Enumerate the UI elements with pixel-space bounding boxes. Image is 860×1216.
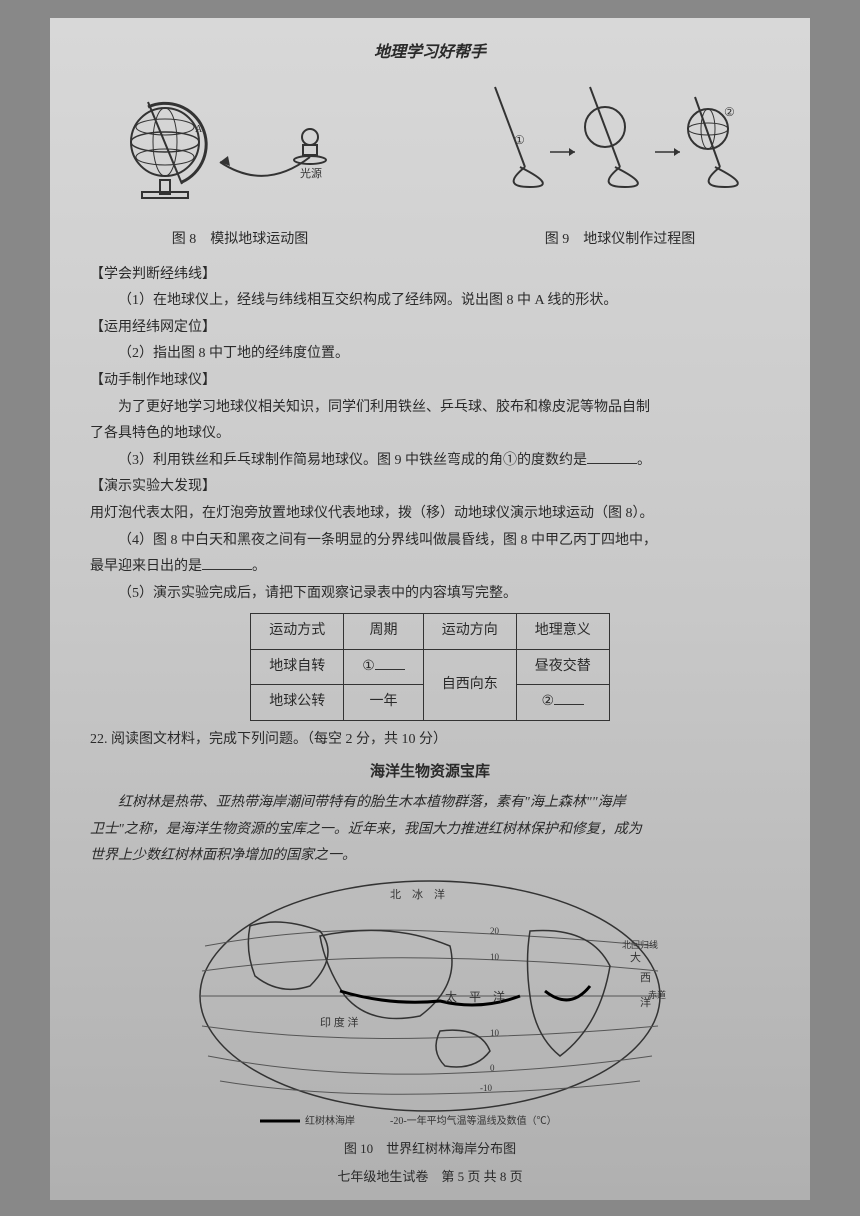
figures-row: A 光源 图 8 模拟地球运动图 ① — [90, 72, 770, 253]
figure-9: ① ② 图 9 地球仪制作过程图 — [470, 72, 770, 253]
q22-para-3: 世界上少数红树林面积净增加的国家之一。 — [90, 843, 770, 870]
q22-para-2: 卫士"之称，是海洋生物资源的宝库之一。近年来，我国大力推进红树林保护和修复，成为 — [90, 817, 770, 844]
table-row: 地球自转 ① 自西向东 昼夜交替 — [251, 649, 610, 685]
blank-4[interactable] — [202, 556, 252, 570]
fig10-caption: 图 10 世界红树林海岸分布图 — [90, 1137, 770, 1162]
svg-text:光源: 光源 — [300, 166, 322, 180]
question-22-intro: 22. 阅读图文材料，完成下列问题。（每空 2 分，共 10 分） — [90, 727, 770, 754]
page-header-title: 地理学习好帮手 — [90, 38, 770, 68]
table-header: 运动方式 — [251, 614, 344, 650]
section-3-intro-1: 为了更好地学习地球仪相关知识，同学们利用铁丝、乒乓球、胶布和橡皮泥等物品自制 — [90, 395, 770, 422]
globe-making-icon: ① ② — [470, 72, 770, 212]
globe-simulation-icon: A 光源 — [100, 72, 380, 212]
svg-text:大: 大 — [630, 950, 641, 964]
svg-text:印 度 洋: 印 度 洋 — [320, 1015, 359, 1029]
table-header: 运动方向 — [423, 614, 516, 650]
svg-text:10: 10 — [490, 952, 500, 962]
table-header: 地理意义 — [516, 614, 609, 650]
table-cell: 一年 — [344, 685, 424, 721]
svg-text:西: 西 — [640, 972, 651, 984]
section-3-label: 【动手制作地球仪】 — [90, 368, 770, 395]
svg-text:北回归线: 北回归线 — [622, 939, 658, 950]
table-cell: 昼夜交替 — [516, 649, 609, 685]
question-5: （5）演示实验完成后，请把下面观察记录表中的内容填写完整。 — [90, 581, 770, 608]
table-row: 运动方式 周期 运动方向 地理意义 — [251, 614, 610, 650]
question-4-text: 最早迎来日出的是 — [90, 559, 202, 574]
table-cell: 地球自转 — [251, 649, 344, 685]
svg-text:A: A — [195, 124, 203, 135]
svg-text:太 平 洋: 太 平 洋 — [445, 989, 505, 1004]
blank-table-1[interactable] — [375, 656, 405, 670]
question-4-end: 。 — [252, 559, 266, 574]
q22-para-1: 红树林是热带、亚热带海岸潮间带特有的胎生木本植物群落，素有"海上森林""海岸 — [90, 790, 770, 817]
svg-text:10: 10 — [490, 1028, 500, 1038]
fig8-caption: 图 8 模拟地球运动图 — [90, 227, 390, 254]
blank-table-2[interactable] — [554, 691, 584, 705]
fig9-caption: 图 9 地球仪制作过程图 — [470, 227, 770, 254]
svg-text:-20-一年平均气温等温线及数值（℃）: -20-一年平均气温等温线及数值（℃） — [390, 1114, 557, 1126]
page-footer: 七年级地生试卷 第 5 页 共 8 页 — [90, 1165, 770, 1190]
svg-text:-10: -10 — [480, 1083, 492, 1093]
observation-table: 运动方式 周期 运动方向 地理意义 地球自转 ① 自西向东 昼夜交替 地球公转 … — [250, 613, 610, 721]
svg-text:①: ① — [514, 133, 525, 147]
question-3-text: （3）利用铁丝和乒乓球制作简易地球仪。图 9 中铁丝弯成的角①的度数约是 — [118, 453, 587, 468]
question-3: （3）利用铁丝和乒乓球制作简易地球仪。图 9 中铁丝弯成的角①的度数约是 。 — [90, 448, 770, 475]
world-map-icon: 北 冰 洋 太 平 洋 印 度 洋 大 西 洋 北回归线 赤道 20 10 10… — [190, 876, 670, 1126]
exam-page: 地理学习好帮手 A — [50, 18, 810, 1200]
question-3-end: 。 — [637, 453, 651, 468]
blank-3[interactable] — [587, 450, 637, 464]
question-4-line1: （4）图 8 中白天和黑夜之间有一条明显的分界线叫做晨昏线，图 8 中甲乙丙丁四… — [90, 528, 770, 555]
svg-text:②: ② — [724, 105, 735, 119]
svg-text:赤道: 赤道 — [648, 989, 666, 1000]
table-cell: 自西向东 — [423, 649, 516, 720]
table-header: 周期 — [344, 614, 424, 650]
figure-10: 北 冰 洋 太 平 洋 印 度 洋 大 西 洋 北回归线 赤道 20 10 10… — [90, 876, 770, 1161]
question-2: （2）指出图 8 中丁地的经纬度位置。 — [90, 341, 770, 368]
section-4-intro: 用灯泡代表太阳，在灯泡旁放置地球仪代表地球，拨（移）动地球仪演示地球运动（图 8… — [90, 501, 770, 528]
figure-8: A 光源 图 8 模拟地球运动图 — [90, 72, 390, 253]
q22-title: 海洋生物资源宝库 — [90, 758, 770, 787]
table-cell: ② — [516, 685, 609, 721]
section-4-label: 【演示实验大发现】 — [90, 474, 770, 501]
svg-text:0: 0 — [490, 1063, 495, 1073]
question-1: （1）在地球仪上，经线与纬线相互交织构成了经纬网。说出图 8 中 A 线的形状。 — [90, 288, 770, 315]
question-4-line2: 最早迎来日出的是 。 — [90, 554, 770, 581]
svg-text:红树林海岸: 红树林海岸 — [305, 1114, 355, 1126]
table-cell: 地球公转 — [251, 685, 344, 721]
section-2-label: 【运用经纬网定位】 — [90, 315, 770, 342]
svg-text:20: 20 — [490, 926, 500, 936]
svg-text:北 冰 洋: 北 冰 洋 — [390, 887, 445, 901]
section-1-label: 【学会判断经纬线】 — [90, 262, 770, 289]
table-cell: ① — [344, 649, 424, 685]
section-3-intro-2: 了各具特色的地球仪。 — [90, 421, 770, 448]
